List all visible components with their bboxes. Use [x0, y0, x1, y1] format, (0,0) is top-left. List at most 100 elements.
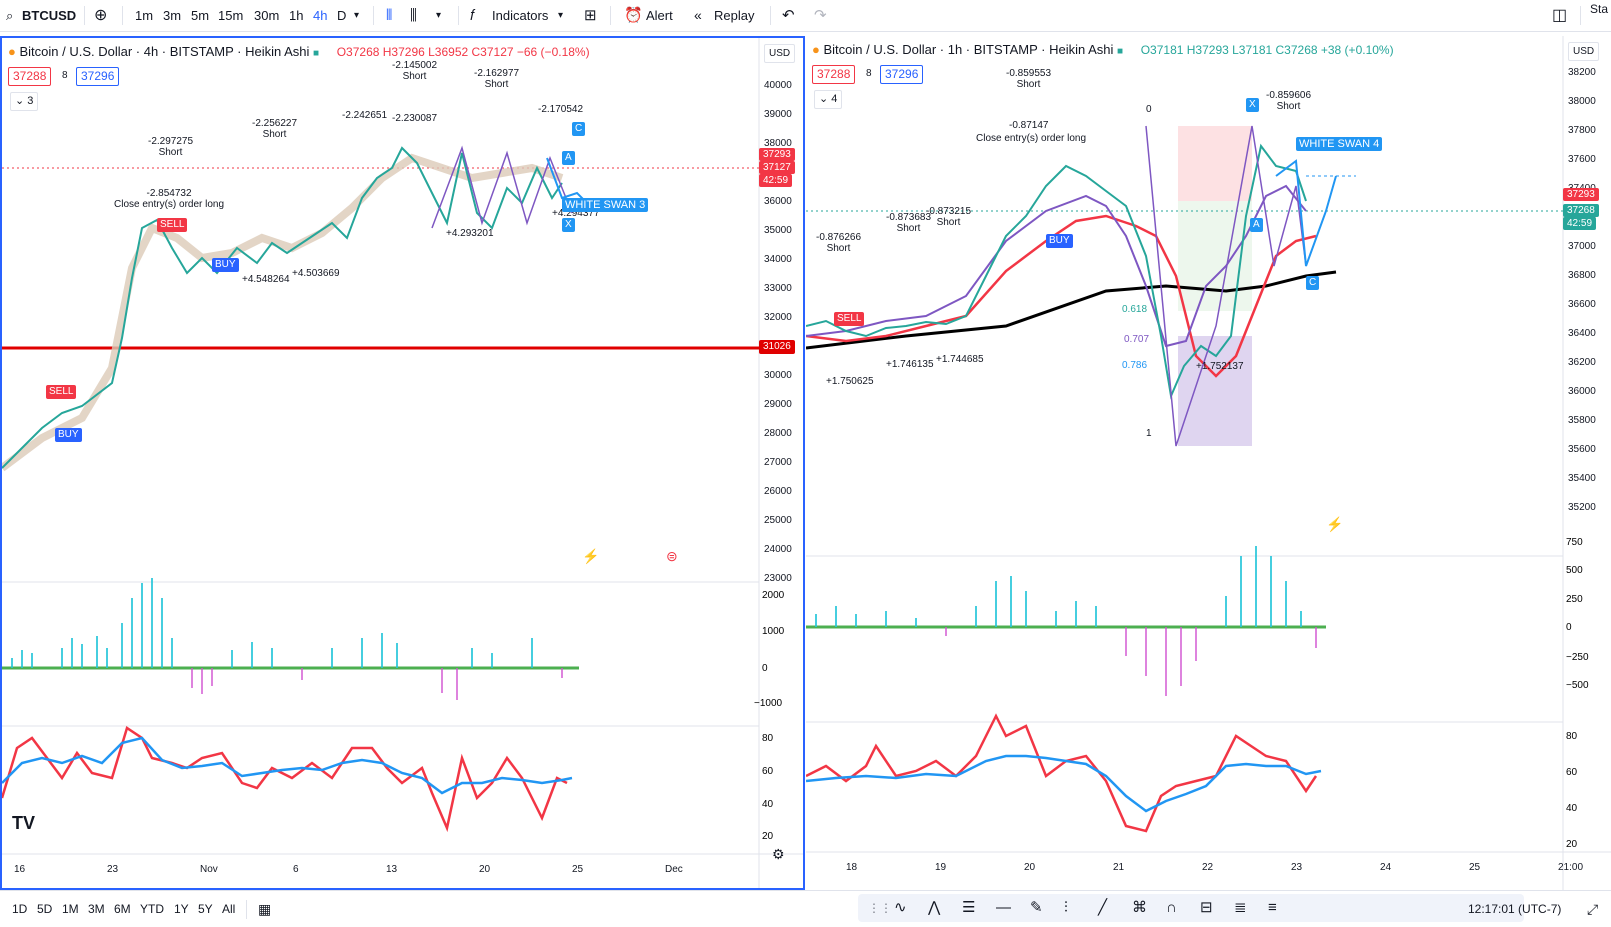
price-tick: 24000 [764, 544, 792, 555]
chevron-down-icon[interactable]: ▾ [436, 10, 442, 21]
interval-1m[interactable]: 1m [135, 8, 154, 23]
time-tick: 19 [935, 862, 947, 873]
trade-label: -2.242651 [342, 110, 388, 121]
bid-price[interactable]: 37288 [812, 65, 856, 84]
bitcoin-icon: ● [812, 42, 820, 57]
indicators-collapse[interactable]: ⌄ 3 [10, 92, 39, 111]
trade-label: -2.170542 [538, 104, 584, 115]
interval-15m[interactable]: 15m [218, 8, 244, 23]
redo-icon[interactable]: ↷ [814, 7, 827, 24]
interval-d[interactable]: D [337, 8, 347, 23]
undo-icon[interactable]: ↶ [782, 7, 795, 24]
account-text[interactable]: Sta [1590, 2, 1609, 16]
add-symbol-icon[interactable]: ⊕ [94, 7, 108, 24]
network-tool-icon[interactable]: ⌘ [1132, 899, 1147, 916]
fib-level: 1 [1146, 428, 1152, 439]
fib-level: 0.786 [1122, 360, 1148, 371]
event-icon[interactable]: ⚡ [1326, 516, 1344, 532]
price-tick: 37000 [1568, 241, 1596, 252]
pencil-icon[interactable]: ✎ [1030, 899, 1043, 916]
right-osc-tick: −250 [1566, 652, 1589, 663]
menu-lines-icon[interactable]: ≡ [1268, 899, 1277, 916]
split-layout-icon[interactable]: ◫ [1552, 7, 1568, 24]
right-rsi-tick: 60 [1566, 767, 1578, 778]
range-ytd[interactable]: YTD [140, 902, 164, 916]
clock[interactable]: 12:17:01 (UTC-7) [1468, 902, 1562, 916]
right-osc-tick: 500 [1566, 565, 1583, 576]
currency-select[interactable]: USD [1568, 42, 1600, 61]
interval-4h[interactable]: 4h [313, 8, 328, 23]
trade-label: +4.293201 [446, 228, 494, 239]
price-tick: 35000 [764, 225, 792, 236]
trend-line-icon[interactable]: ╱ [1098, 899, 1108, 916]
chart-pane-left[interactable]: 2000 1000 0 −1000 80 60 40 20 ● Bitcoin … [0, 36, 805, 890]
current-price-label-2: 37127 [759, 161, 795, 174]
long-position-icon[interactable]: ⫶ [1064, 899, 1068, 916]
drag-handle-icon[interactable]: ⋮⋮ [868, 901, 892, 915]
chart-pane-right[interactable]: 750 500 250 0 −250 −500 80 60 40 20 ● Bi… [806, 36, 1611, 890]
replay-button[interactable]: Replay [714, 8, 755, 23]
ruler-icon[interactable]: ⊟ [1200, 899, 1213, 916]
search-icon[interactable]: ⌕ [6, 8, 14, 23]
range-3m[interactable]: 3M [88, 902, 105, 916]
current-price-label-2: 37268 [1563, 204, 1599, 217]
time-tick: 13 [386, 864, 398, 875]
horizontal-ray-icon[interactable]: ☰ [962, 899, 976, 916]
price-tick: 36600 [1568, 299, 1596, 310]
settings-icon[interactable]: ⚙ [772, 846, 785, 862]
ask-price[interactable]: 37296 [76, 67, 120, 86]
horizontal-line-icon[interactable]: ― [996, 899, 1011, 916]
range-6m[interactable]: 6M [114, 902, 131, 916]
right-osc-tick: 250 [1566, 594, 1583, 605]
indicators-icon[interactable]: 𝑓 [470, 7, 475, 24]
divider [373, 6, 374, 25]
candles-icon[interactable]: ⫴ [386, 7, 393, 24]
rewind-icon[interactable]: « [694, 7, 702, 23]
range-all[interactable]: All [222, 902, 236, 916]
magnet-icon[interactable]: ∩ [1166, 899, 1177, 916]
interval-3m[interactable]: 3m [163, 8, 182, 23]
range-1d[interactable]: 1D [12, 902, 28, 916]
calendar-icon[interactable]: ▦ [258, 901, 272, 917]
range-5y[interactable]: 5Y [198, 902, 213, 916]
range-5d[interactable]: 5D [37, 902, 53, 916]
range-1y[interactable]: 1Y [174, 902, 189, 916]
chart-title-right[interactable]: ● Bitcoin / U.S. Dollar · 1h · BITSTAMP … [812, 42, 1394, 57]
ask-price[interactable]: 37296 [880, 65, 924, 84]
indicators-button[interactable]: Indicators [492, 8, 549, 23]
currency-select[interactable]: USD [764, 44, 796, 63]
fullscreen-icon[interactable]: ⤢ [1587, 901, 1599, 917]
alarm-clock-icon[interactable]: ⏰ [624, 7, 643, 24]
right-chart-svg[interactable]: 750 500 250 0 −250 −500 80 60 40 20 [806, 36, 1611, 890]
trade-label: -0.876266 Short [816, 232, 862, 254]
chart-title-left[interactable]: ● Bitcoin / U.S. Dollar · 4h · BITSTAMP … [8, 44, 590, 59]
left-rsi-tick: 20 [762, 831, 774, 842]
trade-label: -0.873215 Short [926, 206, 972, 228]
interval-5m[interactable]: 5m [191, 8, 210, 23]
price-tick: 29000 [764, 399, 792, 410]
sell-signal: SELL [834, 312, 865, 326]
range-1m[interactable]: 1M [62, 902, 79, 916]
ohlc-values: O37181 H37293 L37181 C37268 +38 (+0.10%) [1140, 43, 1394, 57]
symbol-search[interactable]: BTCUSD [22, 8, 77, 23]
bars-icon[interactable]: ⫼ [410, 7, 417, 24]
xabcd-tool-icon[interactable]: ⋀ [928, 899, 941, 916]
fib-tool-icon[interactable]: ≣ [1234, 899, 1247, 916]
chevron-down-icon[interactable]: ▾ [354, 10, 360, 21]
us-flag-icon[interactable]: ⊜ [666, 548, 678, 564]
bid-price[interactable]: 37288 [8, 67, 52, 86]
bar-countdown: 42:59 [1563, 217, 1597, 230]
alert-button[interactable]: Alert [646, 8, 673, 23]
pattern-tool-icon[interactable]: ∿ [894, 899, 907, 916]
chevron-down-icon[interactable]: ▾ [558, 10, 564, 21]
left-chart-svg[interactable]: 2000 1000 0 −1000 80 60 40 20 [2, 38, 805, 890]
event-icon[interactable]: ⚡ [582, 548, 600, 564]
interval-1h[interactable]: 1h [289, 8, 304, 23]
sell-signal: SELL [46, 385, 77, 399]
indicators-collapse[interactable]: ⌄ 4 [814, 90, 843, 109]
symbol-title: Bitcoin / U.S. Dollar · 1h · BITSTAMP · … [823, 42, 1114, 57]
price-tick: 38000 [1568, 96, 1596, 107]
interval-30m[interactable]: 30m [254, 8, 280, 23]
layout-grid-icon[interactable]: ⊞ [584, 7, 597, 24]
bottom-toolbar: 1D 5D 1M 3M 6M YTD 1Y 5Y All ▦ ⋮⋮ ∿ ⋀ ☰ … [0, 890, 1611, 927]
